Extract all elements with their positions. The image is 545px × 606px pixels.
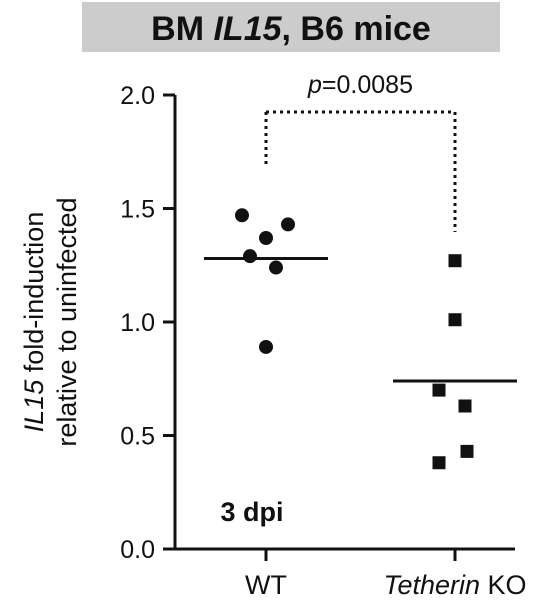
y-axis-label-line1: IL15 fold-induction xyxy=(19,212,49,433)
chart-title-part-2: , B6 mice xyxy=(282,10,431,48)
p-value-label: p=0.0085 xyxy=(307,71,413,99)
y-tick-label: 0.5 xyxy=(120,423,155,451)
chart-title-part-1: IL15 xyxy=(213,10,282,48)
y-axis-label-line1-part-1: fold-induction xyxy=(19,212,49,380)
chart-title: BM IL15, B6 mice xyxy=(151,10,431,48)
y-tick-label: 1.0 xyxy=(120,309,155,337)
x-tick-label-part-0: Tetherin xyxy=(383,570,480,600)
x-tick-label-part-0: WT xyxy=(245,570,287,600)
y-ticks: 0.0 0.5 1.0 1.5 2.0 xyxy=(120,82,175,564)
x-tick-label: WT xyxy=(245,570,287,600)
mean-lines xyxy=(204,256,517,383)
y-tick-label: 1.5 xyxy=(120,196,155,224)
x-tick-label: Tetherin KO xyxy=(383,570,526,600)
x-ticks: WT Tetherin KO xyxy=(245,549,527,600)
x-tick-label-part-1: KO xyxy=(480,570,527,600)
data-point-tetherin-ko xyxy=(432,456,446,470)
data-point-wt xyxy=(259,339,273,354)
data-point-tetherin-ko xyxy=(432,383,446,397)
y-tick-label: 2.0 xyxy=(120,82,155,110)
data-point-tetherin-ko xyxy=(448,254,462,268)
y-tick-label: 0.0 xyxy=(120,536,155,564)
data-points xyxy=(235,208,474,470)
data-point-tetherin-ko xyxy=(460,444,474,458)
chart-title-part-0: BM xyxy=(151,10,213,48)
data-point-wt xyxy=(269,260,283,275)
y-axis-label-line1-part-0: IL15 xyxy=(19,379,49,433)
p-value-prefix: p xyxy=(307,71,322,99)
data-point-tetherin-ko xyxy=(448,313,462,327)
p-value-number: =0.0085 xyxy=(322,71,413,99)
title-banner xyxy=(82,2,500,52)
y-axis-label: IL15 fold-induction relative to uninfect… xyxy=(19,197,82,446)
y-axis-label-line2: relative to uninfected xyxy=(52,197,82,446)
data-point-tetherin-ko xyxy=(458,399,472,413)
timepoint-annotation: 3 dpi xyxy=(220,497,283,527)
data-point-wt xyxy=(235,208,249,223)
data-point-wt xyxy=(281,217,295,232)
data-point-wt xyxy=(259,231,273,246)
data-point-wt xyxy=(243,249,257,264)
significance-bracket: p=0.0085 xyxy=(264,71,457,232)
